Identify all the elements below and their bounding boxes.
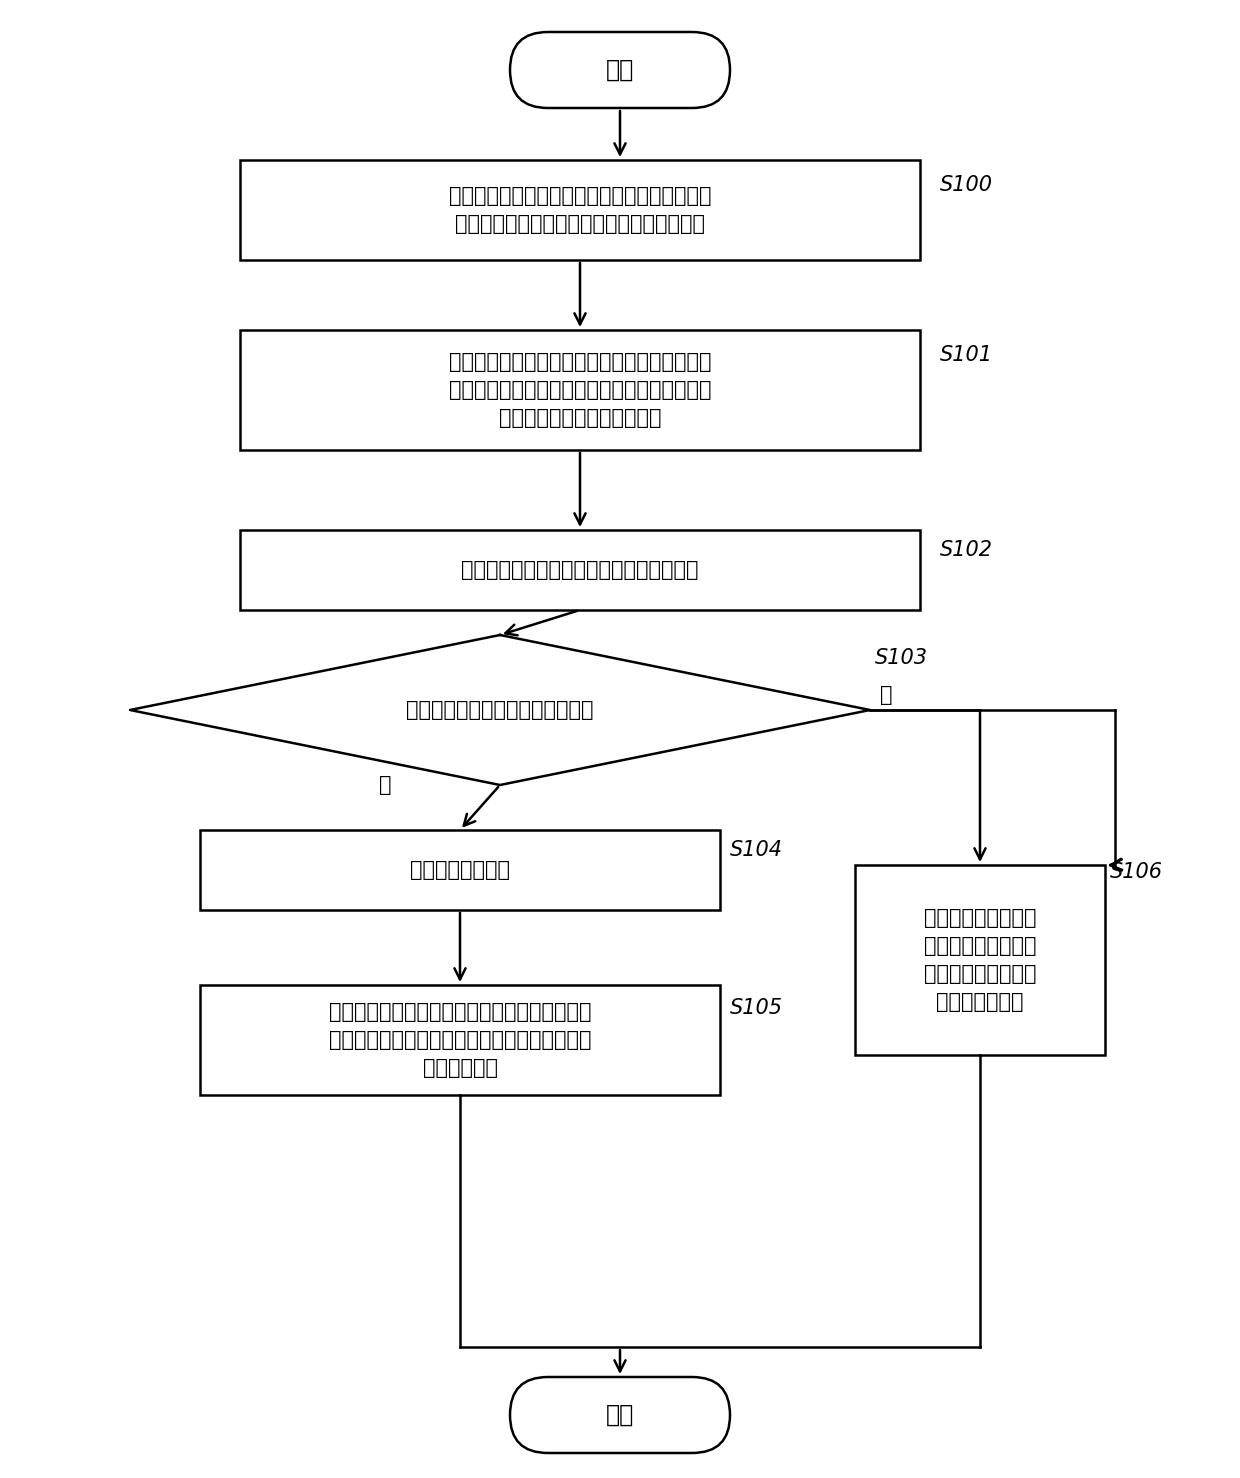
Text: S104: S104 [730, 840, 782, 860]
Bar [241, 330, 920, 449]
Text: 生成操作提示信息: 生成操作提示信息 [410, 860, 510, 879]
Polygon shape [130, 636, 870, 785]
Text: 是: 是 [378, 774, 392, 795]
Bar [856, 865, 1105, 1055]
Bar [241, 160, 920, 260]
Bar [200, 984, 720, 1095]
Bar [200, 831, 720, 910]
FancyBboxPatch shape [510, 1377, 730, 1453]
Text: S106: S106 [1110, 862, 1163, 882]
Text: 根据电池状态分析结果，确定目标电池状态: 根据电池状态分析结果，确定目标电池状态 [461, 560, 699, 579]
Text: S100: S100 [940, 174, 993, 195]
Text: 判断目标电池状态是否为特定状态: 判断目标电池状态是否为特定状态 [407, 701, 594, 720]
Text: 结束: 结束 [606, 1403, 634, 1426]
Text: 否: 否 [880, 684, 893, 705]
Text: 根据云端服务器中的电池状态分析模型、车辆基
本信息以及电池基本信息，对电池检测信息进行
分析，得到电池状态分析结果: 根据云端服务器中的电池状态分析模型、车辆基 本信息以及电池基本信息，对电池检测信… [449, 352, 712, 429]
Text: 开始: 开始 [606, 58, 634, 81]
Text: S103: S103 [875, 647, 928, 668]
FancyBboxPatch shape [510, 33, 730, 108]
Text: S101: S101 [940, 344, 993, 365]
Text: 接收车辆端发送的车辆基本信息、电池基本信息
以及由电池检测传感器采集到的电池检测信息: 接收车辆端发送的车辆基本信息、电池基本信息 以及由电池检测传感器采集到的电池检测… [449, 186, 712, 234]
Bar [241, 531, 920, 610]
Text: S105: S105 [730, 998, 782, 1018]
Text: 将目标电池状态和操作提示信息发送至车辆端，
以供车辆端根据目标电池状态和操作提示信息执
行对应的操作: 将目标电池状态和操作提示信息发送至车辆端， 以供车辆端根据目标电池状态和操作提示… [329, 1002, 591, 1077]
Text: 将目标电池状态发送
至车辆端，以供车辆
端根据目标电池状态
执行对应的操作: 将目标电池状态发送 至车辆端，以供车辆 端根据目标电池状态 执行对应的操作 [924, 907, 1037, 1012]
Text: S102: S102 [940, 539, 993, 560]
